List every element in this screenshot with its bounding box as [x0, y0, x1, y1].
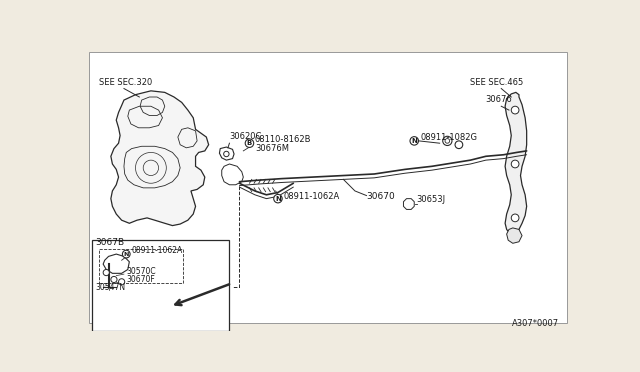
Circle shape: [245, 139, 253, 147]
Polygon shape: [505, 92, 527, 233]
Text: SEE SEC.320: SEE SEC.320: [99, 78, 152, 87]
Text: 30670: 30670: [367, 192, 396, 201]
Text: N: N: [412, 138, 417, 144]
Bar: [92, 240, 230, 331]
Text: B: B: [247, 140, 252, 146]
Text: 08911-1062A: 08911-1062A: [284, 192, 340, 201]
Text: 30676: 30676: [485, 95, 512, 105]
Circle shape: [118, 279, 125, 285]
Text: 30570C: 30570C: [126, 267, 156, 276]
Circle shape: [274, 195, 282, 203]
Text: 30676M: 30676M: [255, 144, 289, 153]
Bar: [99, 249, 183, 283]
Text: 30653J: 30653J: [417, 196, 445, 205]
Text: 30620C: 30620C: [230, 132, 262, 141]
Circle shape: [511, 160, 519, 168]
Text: 08911-1062A: 08911-1062A: [132, 246, 183, 255]
Polygon shape: [507, 228, 522, 243]
Text: N: N: [124, 251, 129, 257]
Text: 30670F: 30670F: [126, 275, 155, 284]
Circle shape: [410, 137, 419, 145]
Circle shape: [122, 250, 130, 258]
Text: 08911-1082G: 08911-1082G: [420, 133, 477, 142]
Circle shape: [511, 214, 519, 222]
Circle shape: [111, 276, 117, 283]
Text: SEE SEC.465: SEE SEC.465: [470, 78, 524, 87]
Text: A307*0007: A307*0007: [512, 319, 559, 328]
Text: N: N: [275, 196, 281, 202]
Circle shape: [103, 269, 109, 276]
Polygon shape: [111, 91, 209, 225]
Text: 08110-8162B: 08110-8162B: [255, 135, 311, 144]
Text: 30547N: 30547N: [95, 282, 125, 292]
Text: 3067B: 3067B: [95, 238, 125, 247]
Circle shape: [511, 106, 519, 114]
